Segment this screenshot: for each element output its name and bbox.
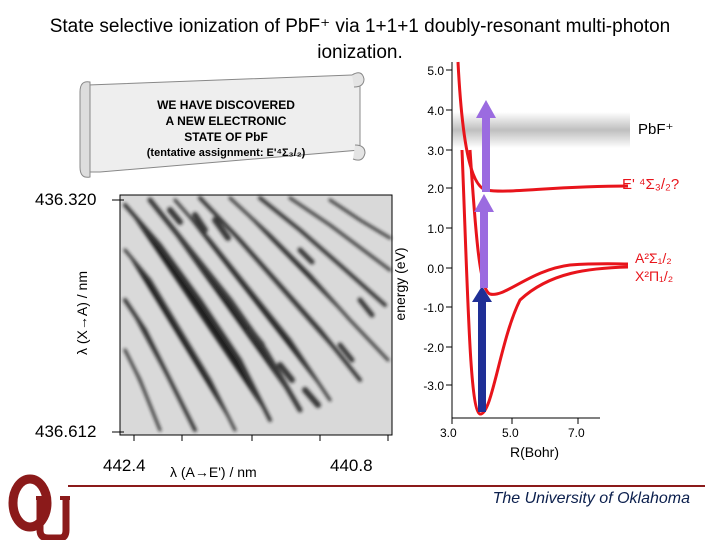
scroll-banner [79, 72, 366, 178]
university-logo [8, 474, 70, 540]
ion-state-label: PbF⁺ [638, 121, 674, 138]
energy-tick-4: 4.0 [427, 104, 444, 118]
energy-x-axis-title: R(Bohr) [510, 444, 560, 460]
spectrum-x-axis-title: λ (A→E') / nm [170, 464, 257, 480]
energy-tick-0: 0.0 [427, 262, 444, 276]
discovery-line-2: A NEW ELECTRONIC [165, 114, 287, 128]
title-line-2: ionization. [317, 42, 403, 63]
energy-tick-m2: -2.0 [423, 341, 444, 355]
r-tick-7: 7.0 [568, 426, 585, 440]
energy-tick-5: 5.0 [427, 64, 444, 78]
energy-tick-3: 3.0 [427, 144, 444, 158]
spectrum-y-top-label: 436.320 [35, 190, 97, 209]
r-tick-3: 3.0 [440, 426, 457, 440]
e-prime-state-label: E' ⁴Σ₃/₂? [622, 176, 680, 193]
energy-diagram [446, 61, 630, 424]
discovery-note: WE HAVE DISCOVERED A NEW ELECTRONIC STAT… [118, 97, 334, 161]
x-state-curve [460, 149, 629, 416]
excitation-arrows [472, 100, 496, 412]
a-state-label: A²Σ₁/₂ [635, 250, 672, 266]
slide-title: State selective ionization of PbF⁺ via 1… [0, 14, 720, 66]
discovery-line-1: WE HAVE DISCOVERED [157, 98, 295, 112]
title-line-1: State selective ionization of PbF⁺ via 1… [49, 16, 671, 37]
university-name: The University of Oklahoma [492, 490, 690, 507]
spectrum-image [112, 194, 393, 441]
energy-tick-m1: -1.0 [423, 301, 444, 315]
spectrum-x-right-label: 440.8 [330, 456, 373, 475]
spectrum-x-left-label: 442.4 [103, 456, 146, 475]
energy-y-axis-title: energy (eV) [392, 247, 408, 321]
spectrum-y-axis-title: λ (X→A) / nm [74, 271, 90, 356]
spectrum-y-bottom-label: 436.612 [35, 422, 97, 441]
discovery-line-4: (tentative assignment: E'⁴Σ₃/₂) [146, 147, 306, 159]
discovery-line-3: STATE OF PbF [184, 130, 268, 144]
energy-tick-2: 2.0 [427, 182, 444, 196]
energy-tick-1: 1.0 [427, 222, 444, 236]
r-tick-5: 5.0 [502, 426, 519, 440]
a-state-curve [468, 149, 629, 296]
x-state-label: X²Π₁/₂ [635, 268, 674, 284]
energy-tick-m3: -3.0 [423, 379, 444, 393]
